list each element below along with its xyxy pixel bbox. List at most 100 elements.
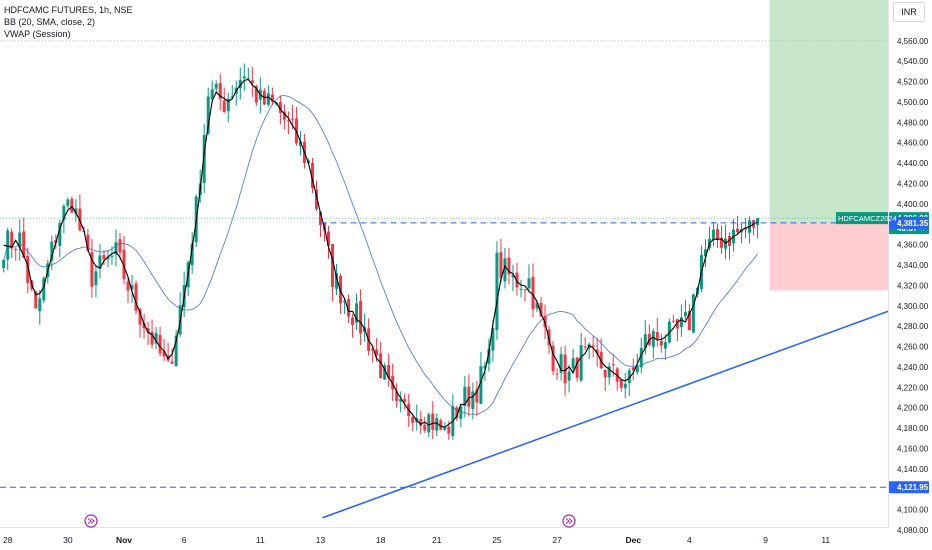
candle-body[interactable] xyxy=(110,255,114,257)
candle-body[interactable] xyxy=(126,281,130,291)
candle-body[interactable] xyxy=(250,80,254,84)
candle-body[interactable] xyxy=(14,248,18,250)
candle-body[interactable] xyxy=(134,283,138,311)
candle-body[interactable] xyxy=(122,249,126,280)
candle-body[interactable] xyxy=(691,294,695,333)
candle-body[interactable] xyxy=(343,300,347,302)
candle-body[interactable] xyxy=(715,229,719,241)
candle-body[interactable] xyxy=(744,227,748,230)
candle-body[interactable] xyxy=(599,352,603,369)
candle-body[interactable] xyxy=(371,348,375,351)
candle-body[interactable] xyxy=(190,243,194,266)
currency-button[interactable]: INR xyxy=(893,2,925,22)
candle-body[interactable] xyxy=(359,301,363,334)
candle-body[interactable] xyxy=(254,85,258,103)
candle-body[interactable] xyxy=(238,79,242,89)
candle-body[interactable] xyxy=(222,100,226,113)
candle-body[interactable] xyxy=(663,342,667,349)
candle-body[interactable] xyxy=(555,373,559,375)
candle-body[interactable] xyxy=(623,383,627,389)
candle-body[interactable] xyxy=(90,252,94,287)
candle-body[interactable] xyxy=(736,228,740,233)
candle-body[interactable] xyxy=(202,134,206,183)
candle-body[interactable] xyxy=(455,407,459,419)
candle-body[interactable] xyxy=(298,141,302,146)
candle-body[interactable] xyxy=(435,418,439,431)
candle-body[interactable] xyxy=(603,370,607,378)
candle-body[interactable] xyxy=(34,291,38,309)
candle-body[interactable] xyxy=(627,370,631,384)
candle-body[interactable] xyxy=(314,189,318,210)
candle-body[interactable] xyxy=(102,255,106,260)
candle-body[interactable] xyxy=(138,309,142,325)
candle-body[interactable] xyxy=(26,256,30,283)
candle-body[interactable] xyxy=(423,424,427,431)
candle-body[interactable] xyxy=(439,420,443,430)
candle-body[interactable] xyxy=(142,322,146,329)
candle-body[interactable] xyxy=(683,312,687,317)
profit-zone[interactable] xyxy=(769,0,906,223)
candle-body[interactable] xyxy=(78,208,82,231)
candle-body[interactable] xyxy=(495,252,499,330)
candle-body[interactable] xyxy=(98,255,102,269)
candle-body[interactable] xyxy=(431,413,435,430)
candle-body[interactable] xyxy=(703,249,707,257)
candle-body[interactable] xyxy=(539,302,543,317)
candle-body[interactable] xyxy=(531,276,535,310)
candle-body[interactable] xyxy=(246,78,250,80)
candle-body[interactable] xyxy=(467,386,471,407)
candle-body[interactable] xyxy=(118,239,122,253)
candle-body[interactable] xyxy=(655,332,659,339)
candle-body[interactable] xyxy=(459,406,463,419)
candle-body[interactable] xyxy=(355,303,359,323)
candle-body[interactable] xyxy=(347,299,351,317)
candle-body[interactable] xyxy=(86,234,90,251)
candle-body[interactable] xyxy=(535,302,539,309)
candle-body[interactable] xyxy=(675,319,679,329)
candle-body[interactable] xyxy=(230,96,234,98)
candle-body[interactable] xyxy=(607,366,611,378)
candle-body[interactable] xyxy=(226,98,230,111)
candle-body[interactable] xyxy=(351,317,355,326)
candle-body[interactable] xyxy=(427,414,431,433)
candle-body[interactable] xyxy=(719,237,723,248)
vwap-indicator-label[interactable]: VWAP (Session) xyxy=(4,29,71,39)
candle-body[interactable] xyxy=(335,273,339,289)
candle-body[interactable] xyxy=(282,111,286,120)
candle-body[interactable] xyxy=(507,257,511,275)
candle-body[interactable] xyxy=(10,231,14,249)
candle-body[interactable] xyxy=(643,334,647,349)
candle-body[interactable] xyxy=(399,399,403,402)
candle-body[interactable] xyxy=(383,365,387,380)
candle-body[interactable] xyxy=(635,366,639,373)
candle-body[interactable] xyxy=(523,289,527,291)
candle-body[interactable] xyxy=(2,259,6,269)
candle-body[interactable] xyxy=(375,349,379,356)
candle-body[interactable] xyxy=(170,361,174,364)
candle-body[interactable] xyxy=(571,358,575,369)
symbol-title[interactable]: HDFCAMC FUTURES, 1h, NSE xyxy=(4,5,133,15)
candle-body[interactable] xyxy=(619,379,623,388)
candle-body[interactable] xyxy=(503,258,507,282)
candle-body[interactable] xyxy=(331,243,335,288)
candle-body[interactable] xyxy=(515,272,519,288)
candle-body[interactable] xyxy=(591,345,595,347)
candle-body[interactable] xyxy=(756,218,760,225)
candle-body[interactable] xyxy=(403,398,407,403)
candle-body[interactable] xyxy=(74,208,78,214)
candle-body[interactable] xyxy=(278,102,282,113)
candle-body[interactable] xyxy=(62,205,66,221)
candle-body[interactable] xyxy=(130,285,134,290)
candle-body[interactable] xyxy=(270,94,274,102)
candle-body[interactable] xyxy=(447,426,451,434)
candle-body[interactable] xyxy=(679,317,683,328)
candle-body[interactable] xyxy=(479,366,483,404)
stop-loss-zone[interactable] xyxy=(769,222,906,291)
candle-body[interactable] xyxy=(471,391,475,409)
candle-body[interactable] xyxy=(218,83,222,99)
candle-body[interactable] xyxy=(94,271,98,286)
candle-body[interactable] xyxy=(6,230,10,260)
candle-body[interactable] xyxy=(266,93,270,105)
candle-body[interactable] xyxy=(310,162,314,189)
